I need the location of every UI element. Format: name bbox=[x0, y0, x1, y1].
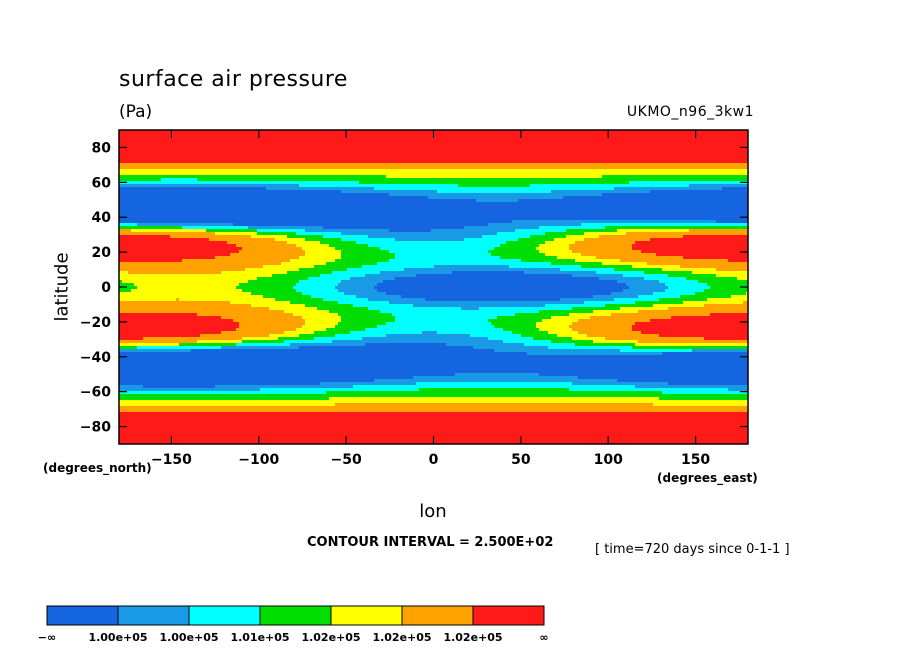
y-tick-label: −80 bbox=[80, 420, 111, 436]
y-tick-label: 80 bbox=[92, 140, 112, 156]
y-axis-label: latitude bbox=[52, 252, 73, 321]
y-tick-label: 20 bbox=[92, 245, 112, 261]
model-label: UKMO_n96_3kw1 bbox=[627, 104, 754, 120]
colorbar-label: 1.00e+05 bbox=[159, 631, 218, 644]
y-tick-label: −60 bbox=[80, 385, 111, 401]
colorbar-label: 1.02e+05 bbox=[301, 631, 360, 644]
contour-interval-label: CONTOUR INTERVAL = 2.500E+02 bbox=[307, 535, 553, 550]
colorbar-label: 1.02e+05 bbox=[443, 631, 502, 644]
colorbar-swatch bbox=[260, 606, 331, 625]
colorbar-swatch bbox=[402, 606, 473, 625]
x-tick-label: −150 bbox=[151, 452, 192, 468]
colorbar-label: 1.02e+05 bbox=[372, 631, 431, 644]
colorbar-swatch bbox=[331, 606, 402, 625]
y-tick-label: 60 bbox=[92, 175, 112, 191]
colorbar-label: ∞ bbox=[539, 631, 548, 644]
colorbar-label: 1.00e+05 bbox=[88, 631, 147, 644]
pressure-field bbox=[119, 130, 748, 444]
colorbar-swatch bbox=[47, 606, 118, 625]
colorbar-label: −∞ bbox=[38, 631, 56, 644]
x-tick-label: 150 bbox=[681, 452, 710, 468]
chart-units: (Pa) bbox=[119, 102, 152, 122]
colorbar-swatch bbox=[189, 606, 260, 625]
x-tick-label: 50 bbox=[511, 452, 531, 468]
x-tick-label: 100 bbox=[594, 452, 623, 468]
y-tick-label: −40 bbox=[80, 350, 111, 366]
x-axis-label: lon bbox=[419, 501, 446, 522]
x-tick-label: −100 bbox=[238, 452, 279, 468]
colorbar-swatch bbox=[473, 606, 544, 625]
y-axis-units: (degrees_north) bbox=[43, 461, 152, 475]
y-tick-label: −20 bbox=[80, 315, 111, 331]
chart-title: surface air pressure bbox=[119, 67, 348, 92]
time-label: [ time=720 days since 0-1-1 ] bbox=[595, 542, 790, 557]
y-tick-label: 0 bbox=[101, 280, 111, 296]
x-axis-units: (degrees_east) bbox=[657, 471, 758, 485]
colorbar-swatch bbox=[118, 606, 189, 625]
x-tick-label: −50 bbox=[331, 452, 362, 468]
y-tick-label: 40 bbox=[92, 210, 112, 226]
x-tick-label: 0 bbox=[429, 452, 439, 468]
colorbar-label: 1.01e+05 bbox=[230, 631, 289, 644]
